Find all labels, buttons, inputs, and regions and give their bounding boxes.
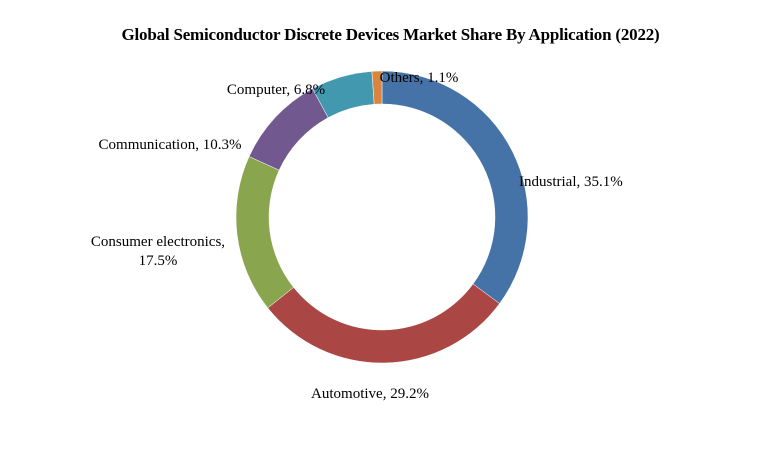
donut-slice-industrial xyxy=(381,70,529,304)
donut-slice-consumer-electronics xyxy=(235,156,294,309)
chart-title: Global Semiconductor Discrete Devices Ma… xyxy=(121,25,660,44)
data-label-communication: Communication, 10.3% xyxy=(99,137,242,153)
data-label-consumer-electronics: Consumer electronics, 17.5% xyxy=(91,234,225,269)
data-label-automotive: Automotive, 29.2% xyxy=(311,386,429,402)
donut-slice-communication xyxy=(248,88,329,171)
donut-slice-others xyxy=(371,70,383,105)
donut-slice-automotive xyxy=(267,283,500,364)
data-label-industrial: Industrial, 35.1% xyxy=(519,174,623,190)
data-label-computer: Computer, 6.8% xyxy=(227,82,325,98)
data-label-others: Others, 1.1% xyxy=(380,70,459,86)
